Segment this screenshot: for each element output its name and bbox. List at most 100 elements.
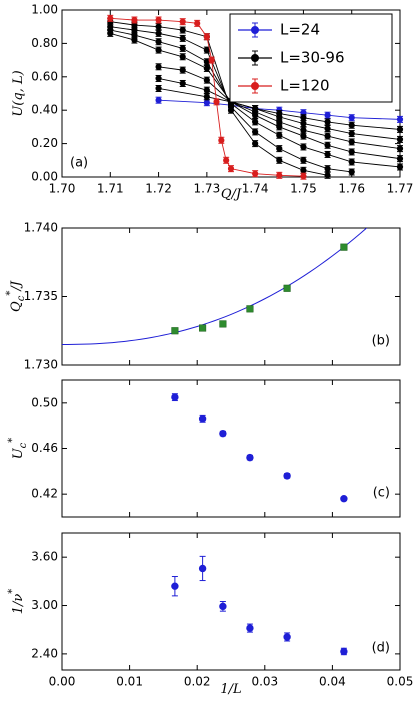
data-point [198,564,207,573]
x-tick-label: 1.77 [387,182,414,196]
y-tick-label: 0.60 [31,69,58,83]
panel-d-frame [61,532,401,671]
data-point [213,98,220,105]
y-axis-label: Qc*/J [5,280,27,312]
data-point [179,80,186,87]
data-point [300,132,307,140]
data-point [171,393,179,401]
data-point [276,132,283,139]
data-point [131,16,138,24]
data-point [203,65,210,72]
data-point [324,142,331,149]
series-line [158,78,401,140]
data-point [203,46,210,54]
panel-a-frame [61,9,401,178]
x-tick-label: 0.00 [49,675,76,689]
y-tick-label: 0.20 [31,136,58,150]
series-line [110,21,328,176]
y-tick-label: 1.730 [24,358,58,372]
series-line [110,17,304,177]
data-point [300,167,307,174]
x-tick-label: 1.75 [290,182,317,196]
y-tick-label: 0.40 [31,103,58,117]
y-tick-label: 1.735 [24,289,58,303]
series-line [158,66,401,150]
data-point [246,305,254,313]
data-point [348,138,355,146]
data-point [179,18,186,25]
data-point [155,63,162,70]
y-axis-label: Uc* [7,438,29,460]
data-point [396,116,404,123]
data-point [155,75,162,82]
y-tick-label: 1.740 [24,221,58,235]
x-tick-label: 0.03 [251,675,278,689]
data-point [179,67,186,74]
data-point [396,136,404,143]
data-point [283,284,291,292]
legend-marker [251,54,259,62]
x-tick-label: 1.76 [338,182,365,196]
legend-label: L=30-96 [280,49,345,67]
x-tick-label: 0.01 [116,675,143,689]
panel-label: (b) [372,334,390,349]
data-point [324,165,331,172]
data-point [246,453,254,462]
data-point [179,35,186,42]
x-axis-label: 1/L [220,682,241,697]
data-point [396,126,404,133]
data-point [324,118,331,125]
data-point [300,114,307,121]
data-point [276,172,283,179]
data-point [396,145,404,152]
data-point [203,93,210,100]
x-tick-label: 1.71 [97,182,124,196]
data-point [252,140,259,147]
x-tick-label: 1.70 [49,182,76,196]
y-axis-label: U(q, L) [11,70,26,116]
x-axis-label: Q/J [221,187,242,202]
y-axis-label: 1/ν* [7,589,26,615]
data-point [348,114,355,121]
data-point [227,107,235,114]
data-point [276,145,283,152]
data-point [194,20,201,27]
y-tick-label: 3.60 [31,550,58,564]
data-point [348,158,355,166]
data-point [223,157,230,164]
data-point [155,30,162,37]
data-point [283,472,291,480]
data-point [198,415,207,423]
data-point [324,112,331,119]
y-tick-label: 2.40 [31,646,58,660]
data-point [324,151,331,158]
panel-label: (c) [373,486,390,501]
data-point [155,85,162,92]
panel-label: (a) [70,156,88,171]
data-point [179,26,186,34]
legend-label: L=24 [280,21,320,39]
data-point [203,33,210,40]
x-tick-label: 0.02 [184,675,211,689]
data-point [203,99,210,106]
series-line [110,29,401,168]
data-point [348,168,355,176]
data-point [348,122,355,129]
data-point [252,128,259,136]
data-point [179,53,186,60]
data-point [208,57,215,64]
data-point [340,243,348,251]
data-point [218,137,225,144]
data-point [203,77,210,84]
data-point [300,143,307,151]
data-point [219,320,227,328]
legend-marker [251,26,259,34]
series-line [110,32,401,160]
legend-label: L=120 [280,77,330,95]
data-point [155,16,162,24]
data-point [348,130,355,137]
data-point [300,173,307,180]
data-point [179,45,186,52]
